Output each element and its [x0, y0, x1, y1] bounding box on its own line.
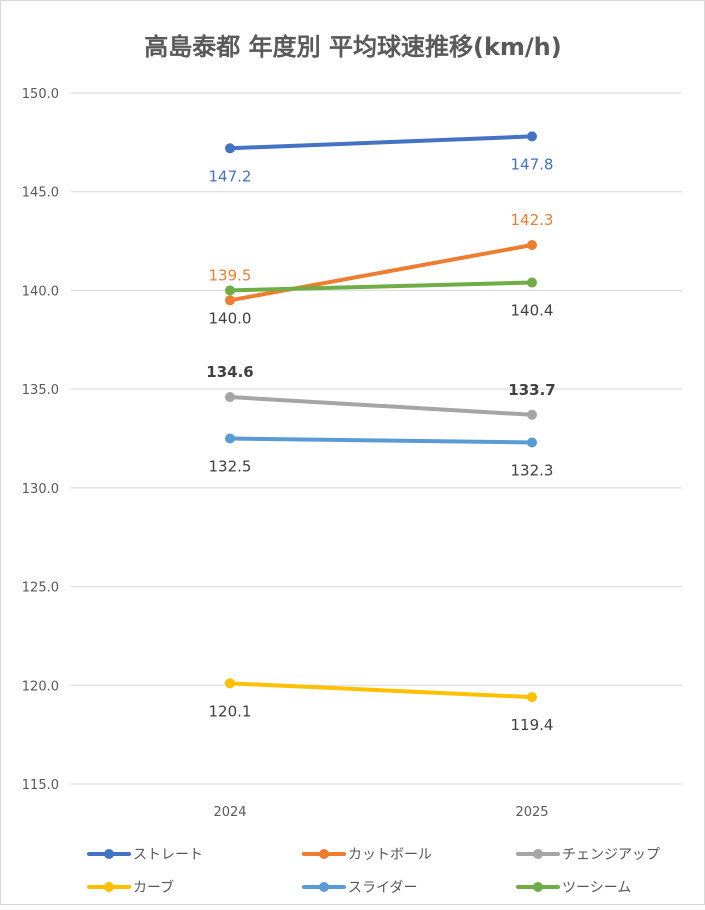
data-point — [527, 240, 537, 251]
legend-label: スライダー — [348, 880, 417, 896]
data-point — [527, 692, 537, 703]
data-point — [225, 678, 235, 689]
series-line — [228, 243, 534, 303]
data-label: 120.1 — [209, 702, 252, 720]
legend-label: カットボール — [348, 847, 432, 863]
data-label: 147.8 — [511, 155, 554, 173]
series-line — [228, 280, 534, 293]
y-tick-label: 135.0 — [22, 383, 59, 398]
data-label: 140.0 — [209, 309, 252, 327]
legend-item: チェンジアップ — [516, 847, 660, 863]
data-point — [225, 143, 235, 154]
legend-marker-icon — [104, 849, 114, 859]
data-label: 119.4 — [511, 716, 554, 734]
data-label: 139.5 — [209, 266, 252, 284]
y-tick-label: 140.0 — [22, 284, 59, 299]
data-label: 147.2 — [209, 167, 252, 185]
legend-marker-icon — [319, 849, 329, 859]
y-tick-label: 145.0 — [22, 186, 59, 201]
data-label: 132.5 — [209, 458, 252, 476]
legend-item: カーブ — [87, 879, 174, 896]
y-tick-label: 115.0 — [22, 778, 59, 793]
data-point — [527, 131, 537, 142]
data-label: 140.4 — [511, 302, 554, 320]
series-line — [228, 395, 534, 417]
legend-label: カーブ — [133, 879, 174, 896]
data-label: 134.6 — [206, 363, 253, 381]
x-tick-label: 2025 — [515, 805, 548, 820]
legend-item: ツーシーム — [516, 880, 631, 896]
y-tick-label: 150.0 — [22, 87, 59, 102]
x-tick-label: 2024 — [213, 805, 246, 820]
legend-marker-icon — [319, 882, 329, 892]
data-point — [225, 433, 235, 444]
legend-marker-icon — [533, 882, 543, 892]
y-tick-label: 130.0 — [22, 482, 59, 497]
series-line — [228, 134, 534, 151]
data-point — [527, 277, 537, 288]
y-tick-label: 125.0 — [22, 581, 59, 596]
data-point — [527, 409, 537, 420]
legend-label: ツーシーム — [562, 880, 631, 896]
chart-title: 高島泰都 年度別 平均球速推移(km/h) — [144, 33, 561, 61]
data-point — [225, 392, 235, 403]
legend-marker-icon — [533, 849, 543, 859]
series-line — [228, 436, 534, 445]
data-point — [225, 285, 235, 296]
legend-label: チェンジアップ — [562, 847, 660, 863]
y-tick-label: 120.0 — [22, 679, 59, 694]
legend-item: カットボール — [302, 847, 432, 863]
data-label: 132.3 — [511, 461, 554, 479]
data-point — [527, 437, 537, 448]
legend-item: スライダー — [302, 880, 417, 896]
legend-item: ストレート — [87, 847, 203, 863]
legend-label: ストレート — [133, 847, 203, 863]
data-label: 133.7 — [508, 381, 555, 399]
data-point — [225, 295, 235, 306]
data-label: 142.3 — [511, 211, 554, 229]
legend-marker-icon — [104, 882, 114, 892]
series-line — [228, 681, 534, 700]
